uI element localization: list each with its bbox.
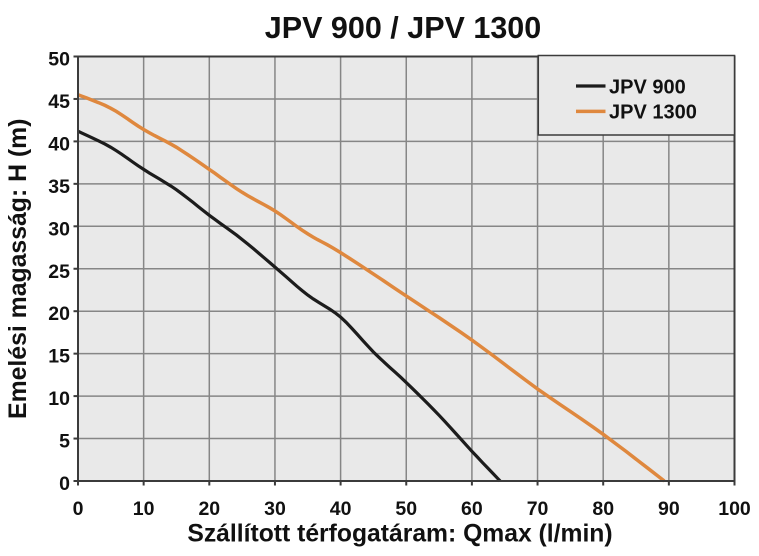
- svg-text:50: 50: [395, 498, 417, 520]
- svg-text:20: 20: [198, 498, 220, 520]
- svg-text:JPV 1300: JPV 1300: [609, 102, 697, 124]
- svg-text:70: 70: [527, 498, 549, 520]
- svg-text:0: 0: [73, 498, 84, 520]
- svg-text:15: 15: [48, 346, 70, 368]
- svg-text:35: 35: [48, 176, 70, 198]
- svg-text:45: 45: [48, 91, 70, 113]
- svg-text:0: 0: [59, 473, 70, 495]
- svg-text:Szállított térfogatáram: Qmax: Szállított térfogatáram: Qmax (l/min): [187, 521, 612, 548]
- svg-text:100: 100: [718, 498, 751, 520]
- svg-text:20: 20: [48, 303, 70, 325]
- svg-text:JPV 900 / JPV 1300: JPV 900 / JPV 1300: [265, 11, 541, 45]
- svg-text:90: 90: [658, 498, 680, 520]
- svg-text:80: 80: [592, 498, 614, 520]
- svg-text:40: 40: [48, 133, 70, 155]
- svg-text:40: 40: [330, 498, 352, 520]
- svg-text:60: 60: [461, 498, 483, 520]
- svg-text:30: 30: [264, 498, 286, 520]
- svg-text:50: 50: [48, 49, 70, 71]
- svg-text:10: 10: [133, 498, 155, 520]
- svg-text:30: 30: [48, 218, 70, 240]
- svg-text:JPV 900: JPV 900: [609, 76, 686, 98]
- svg-text:Emelési magasság: H (m): Emelési magasság: H (m): [5, 119, 32, 419]
- svg-text:25: 25: [48, 261, 70, 283]
- svg-text:5: 5: [59, 431, 70, 453]
- svg-text:10: 10: [48, 388, 70, 410]
